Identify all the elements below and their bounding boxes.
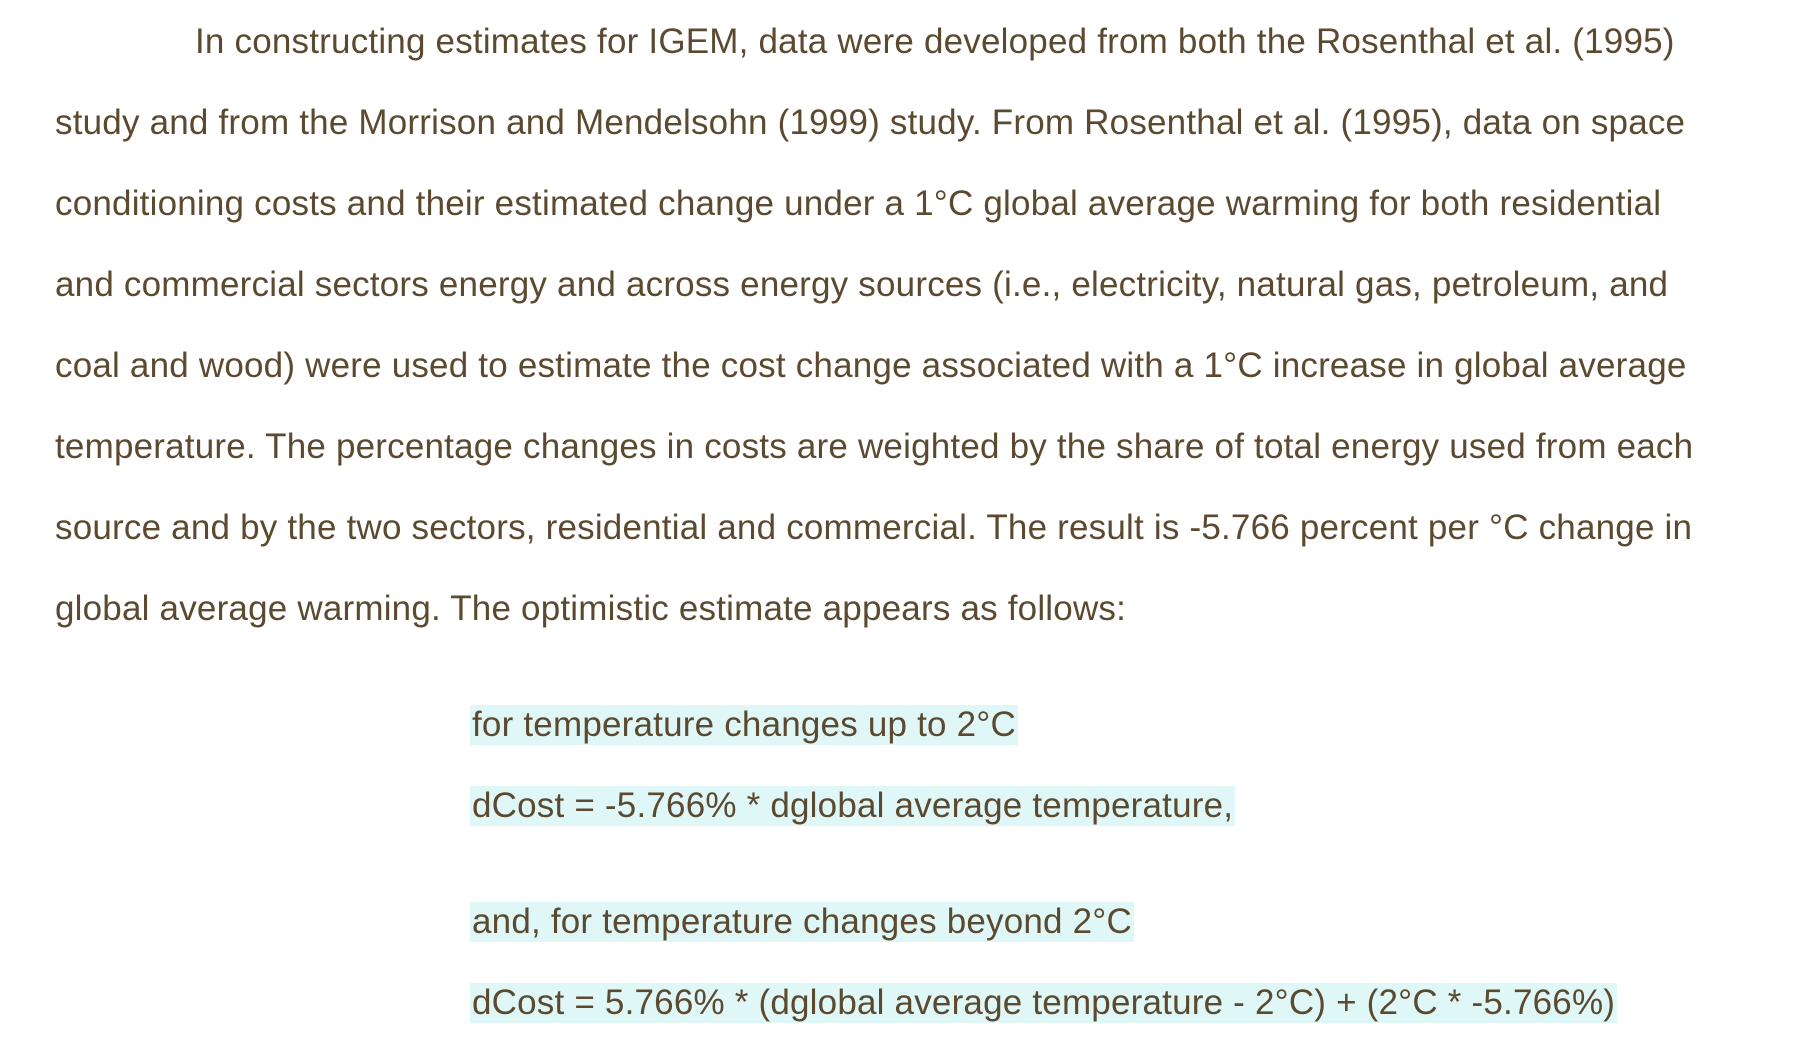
paragraph-line: In constructing estimates for IGEM, data… [195, 22, 1675, 61]
paragraph-line: conditioning costs and their estimated c… [55, 184, 1662, 223]
paragraph-line: global average warming. The optimistic e… [55, 589, 1127, 628]
paragraph-line: study and from the Morrison and Mendelso… [55, 103, 1686, 142]
condition-up-to-2c: for temperature changes up to 2°C [470, 705, 1018, 745]
equation-1: dCost = -5.766% * dglobal average temper… [470, 786, 1236, 826]
equation-2: dCost = 5.766% * (dglobal average temper… [470, 983, 1618, 1023]
paragraph-line: source and by the two sectors, residenti… [55, 508, 1693, 547]
paragraph-line: coal and wood) were used to estimate the… [55, 346, 1687, 385]
paragraph-line: temperature. The percentage changes in c… [55, 427, 1694, 466]
paragraph-line: and commercial sectors energy and across… [55, 265, 1669, 304]
condition-beyond-2c: and, for temperature changes beyond 2°C [470, 902, 1134, 942]
